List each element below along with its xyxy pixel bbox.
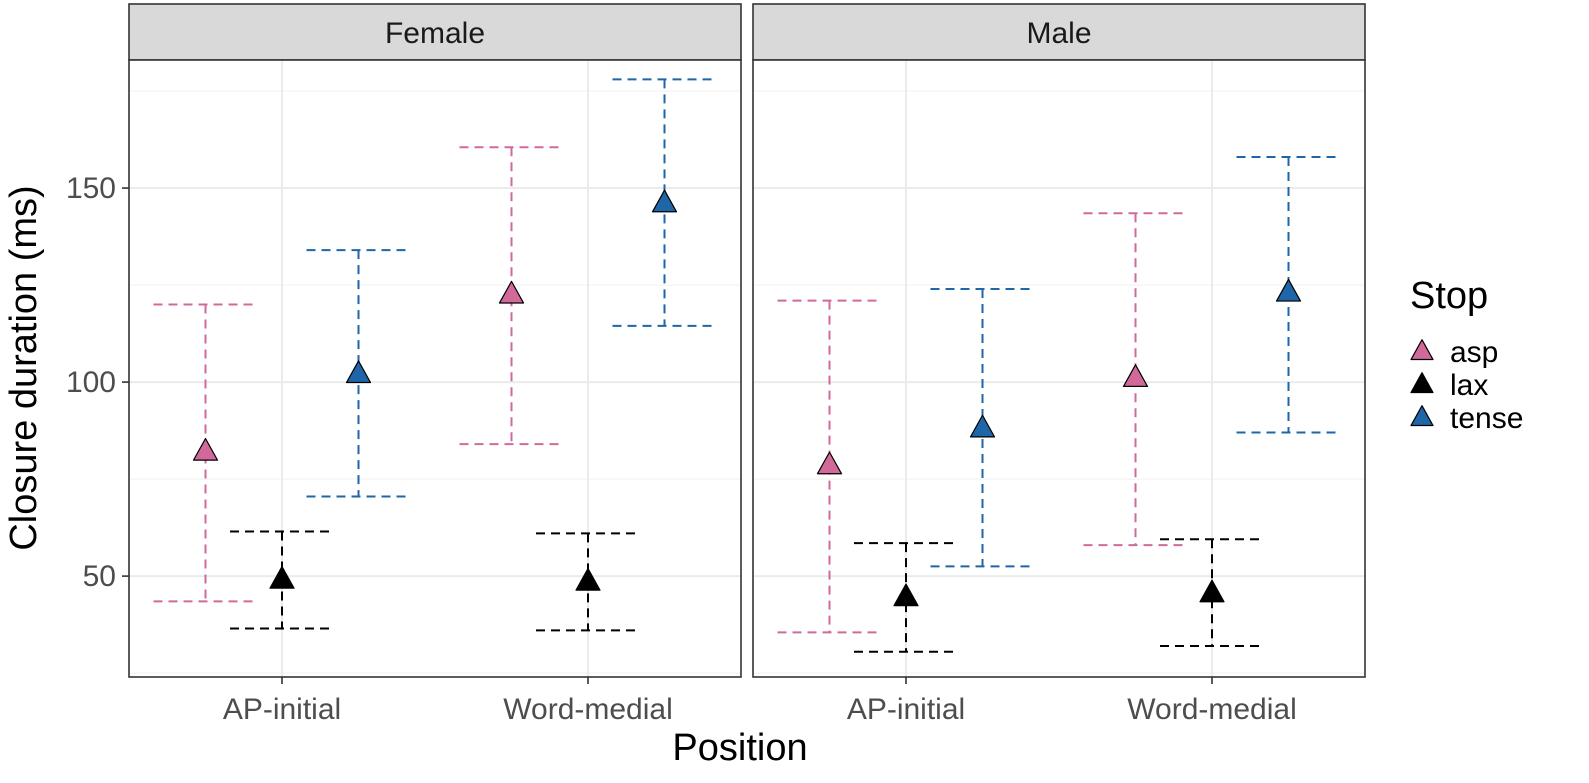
series-tense	[930, 156, 1341, 568]
legend-label-tense: tense	[1450, 402, 1523, 435]
point-lax	[893, 583, 919, 607]
x-tick-label: AP-initial	[223, 693, 341, 726]
x-tick-label: AP-initial	[847, 693, 965, 726]
series-tense	[306, 78, 717, 498]
point-lax	[575, 567, 601, 591]
point-asp	[1122, 364, 1149, 388]
point-tense	[651, 189, 678, 213]
y-axis: 50 100 150	[66, 172, 129, 593]
series-asp	[777, 212, 1188, 634]
legend-label-asp: asp	[1450, 336, 1498, 369]
facet-panel-female: Female AP-initial Word-medial	[128, 3, 742, 726]
facet-panel-male: Male AP-initial Word-medial	[752, 3, 1366, 726]
point-asp	[192, 437, 219, 461]
y-tick-label: 150	[66, 172, 116, 205]
series-asp	[153, 146, 564, 603]
x-axis-title: Position	[672, 727, 807, 769]
series-lax	[230, 530, 640, 632]
legend-key-asp	[1410, 339, 1434, 361]
point-lax	[269, 565, 295, 589]
panel-background	[753, 60, 1365, 677]
y-axis-title: Closure duration (ms)	[3, 185, 45, 550]
legend-key-tense	[1410, 405, 1434, 427]
point-tense	[345, 360, 372, 384]
panel-background	[129, 60, 741, 677]
panel-border	[128, 59, 742, 678]
facet-strip-label: Female	[385, 17, 485, 50]
legend-key-lax	[1410, 372, 1434, 394]
legend-label-lax: lax	[1450, 369, 1488, 402]
facet-strip	[128, 3, 742, 61]
x-tick-label: Word-medial	[1127, 693, 1297, 726]
point-lax	[1199, 579, 1225, 603]
series-lax	[854, 538, 1264, 653]
facet-panels: Female AP-initial Word-medial Male AP-initia…	[128, 3, 1366, 726]
point-asp	[816, 451, 843, 475]
facet-strip-label: Male	[1026, 17, 1091, 50]
y-tick-label: 50	[83, 560, 116, 593]
point-tense	[1275, 278, 1302, 302]
panel-border	[752, 59, 1366, 678]
point-asp	[498, 280, 525, 304]
y-tick-label: 100	[66, 366, 116, 399]
legend-title: Stop	[1410, 275, 1488, 317]
x-tick-label: Word-medial	[503, 693, 673, 726]
point-tense	[969, 414, 996, 438]
